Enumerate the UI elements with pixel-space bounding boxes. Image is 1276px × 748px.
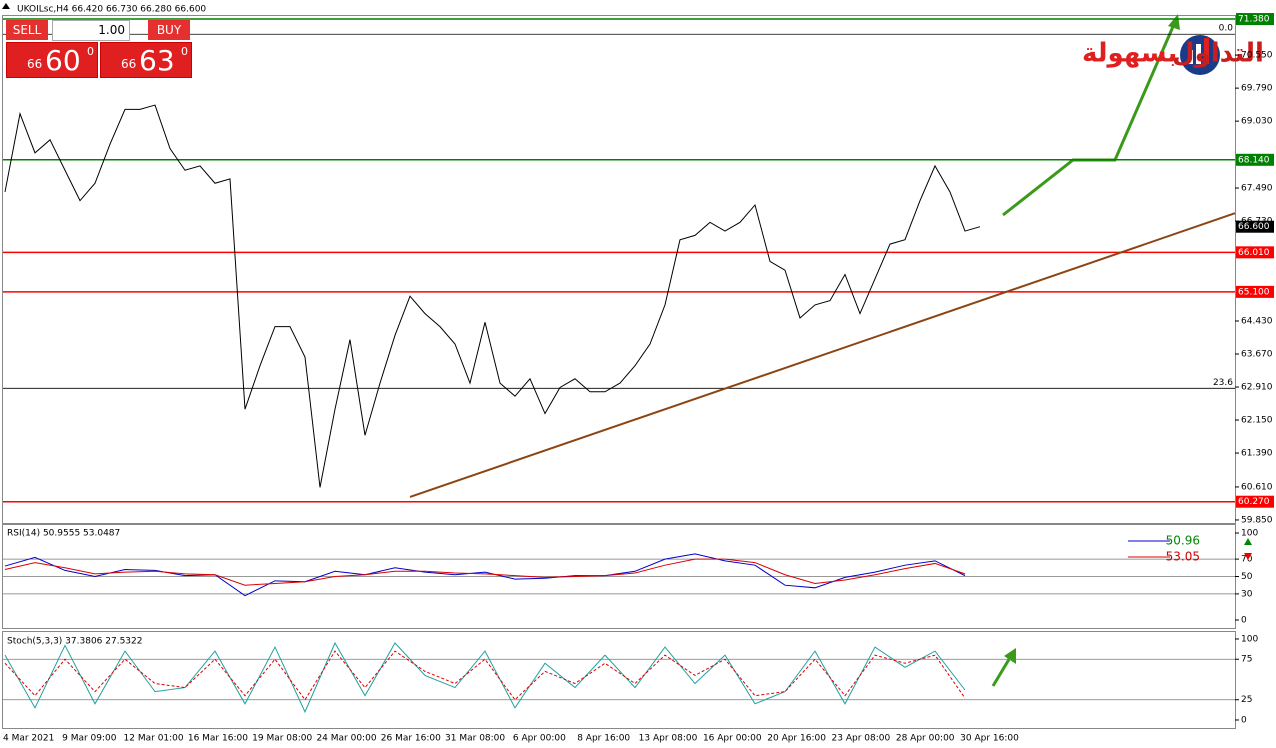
rsi-title: RSI(14) 50.9555 53.0487	[7, 529, 120, 539]
x-tick-label: 19 Mar 08:00	[252, 734, 312, 744]
level-label-box	[1236, 153, 1274, 166]
level-label: 60.270	[1238, 497, 1270, 507]
y-tick-label: 59.850	[1241, 515, 1273, 525]
y-tick-label: 61.390	[1241, 449, 1273, 459]
x-tick-label: 26 Mar 16:00	[381, 734, 441, 744]
x-tick-label: 4 Mar 2021	[3, 734, 54, 744]
level-label: 68.140	[1238, 155, 1270, 165]
level-label: 66.600	[1238, 222, 1270, 232]
level-label: 66.010	[1238, 248, 1270, 258]
x-tick-label: 23 Apr 08:00	[832, 734, 891, 744]
x-tick-label: 6 Apr 00:00	[513, 734, 566, 744]
bid-main: 60	[45, 44, 81, 77]
logo-bar	[1188, 50, 1193, 64]
series-line	[4, 641, 966, 714]
trendline	[409, 212, 1236, 498]
logo-bar	[1204, 38, 1209, 64]
arrow-head	[1004, 648, 1016, 664]
level-label: 71.380	[1238, 15, 1270, 25]
x-tick-label: 28 Apr 00:00	[896, 734, 955, 744]
buy-button[interactable]: BUY	[148, 20, 190, 40]
y-tick-label: 75	[1241, 655, 1252, 665]
y-tick-label: 100	[1241, 529, 1258, 539]
y-tick-label: 50	[1241, 572, 1253, 582]
legend-arrow	[1244, 538, 1252, 545]
y-tick-label: 69.790	[1241, 84, 1273, 94]
y-tick-label: 63.670	[1241, 350, 1273, 360]
logo-word: بسهولة	[1082, 39, 1177, 69]
main-panel	[2, 15, 1236, 524]
level-label: 65.100	[1238, 287, 1270, 297]
y-tick-label: 62.150	[1241, 416, 1273, 426]
x-tick-label: 13 Apr 08:00	[639, 734, 698, 744]
x-tick-label: 9 Mar 09:00	[62, 734, 117, 744]
y-tick-label: 69.030	[1241, 117, 1273, 127]
series-line	[4, 650, 966, 701]
series-line	[4, 558, 966, 586]
level-label-box	[1236, 13, 1274, 26]
x-tick-label: 20 Apr 16:00	[767, 734, 826, 744]
arrow-head	[1168, 14, 1180, 30]
bid-small: 0	[87, 45, 94, 58]
stoch-arrow	[991, 655, 1013, 687]
y-tick-label: 0	[1241, 615, 1247, 625]
logo-word: التداول	[1172, 39, 1264, 69]
level-label-box	[1236, 495, 1274, 508]
y-tick-label: 25	[1241, 695, 1252, 705]
chart-title: UKOILsc,H4 66.420 66.730 66.280 66.600	[17, 5, 206, 15]
volume-input[interactable]: 1.00	[52, 20, 130, 41]
ask-box[interactable]: 66 63 0	[100, 42, 192, 78]
volume: 1.00	[98, 23, 125, 37]
x-tick-label: 8 Apr 16:00	[577, 734, 630, 744]
y-tick-label: 64.430	[1241, 316, 1273, 326]
ask-big: 66	[121, 57, 137, 71]
x-tick-label: 12 Mar 01:00	[124, 734, 184, 744]
x-tick-label: 31 Mar 08:00	[445, 734, 505, 744]
bid-big: 66	[27, 57, 43, 71]
fib-label: 23.6	[1213, 378, 1233, 388]
series-line	[4, 553, 966, 597]
legend-label: 50.96	[1166, 534, 1200, 548]
y-tick-label: 60.610	[1241, 482, 1273, 492]
legend-arrow	[1244, 553, 1252, 560]
fib-label: 0.0	[1219, 24, 1234, 34]
level-label-box	[1236, 220, 1274, 233]
level-label-box	[1236, 246, 1274, 259]
y-tick-label: 67.490	[1241, 184, 1273, 194]
sell-button[interactable]: SELL	[6, 20, 48, 40]
y-tick-label: 70	[1241, 555, 1253, 565]
y-tick-label: 70.550	[1241, 51, 1273, 61]
bid-box[interactable]: 66 60 0	[6, 42, 98, 78]
x-tick-label: 16 Mar 16:00	[188, 734, 248, 744]
collapse-icon[interactable]	[2, 3, 10, 9]
series-line	[4, 104, 981, 488]
logo-bar	[1196, 44, 1201, 64]
y-tick-label: 30	[1241, 589, 1253, 599]
logo: التداول بسهولة	[1082, 35, 1264, 75]
y-tick-label: 100	[1241, 634, 1258, 644]
x-tick-label: 16 Apr 00:00	[703, 734, 762, 744]
x-tick-label: 24 Mar 00:00	[316, 734, 376, 744]
stoch-title: Stoch(5,3,3) 37.3806 27.5322	[7, 637, 142, 647]
ask-main: 63	[139, 44, 175, 77]
legend-label: 53.05	[1166, 550, 1200, 564]
y-tick-label: 0	[1241, 715, 1247, 725]
y-tick-label: 62.910	[1241, 383, 1273, 393]
x-tick-label: 30 Apr 16:00	[960, 734, 1019, 744]
level-label-box	[1236, 285, 1274, 298]
ask-small: 0	[181, 45, 188, 58]
stoch-panel	[2, 631, 1236, 729]
